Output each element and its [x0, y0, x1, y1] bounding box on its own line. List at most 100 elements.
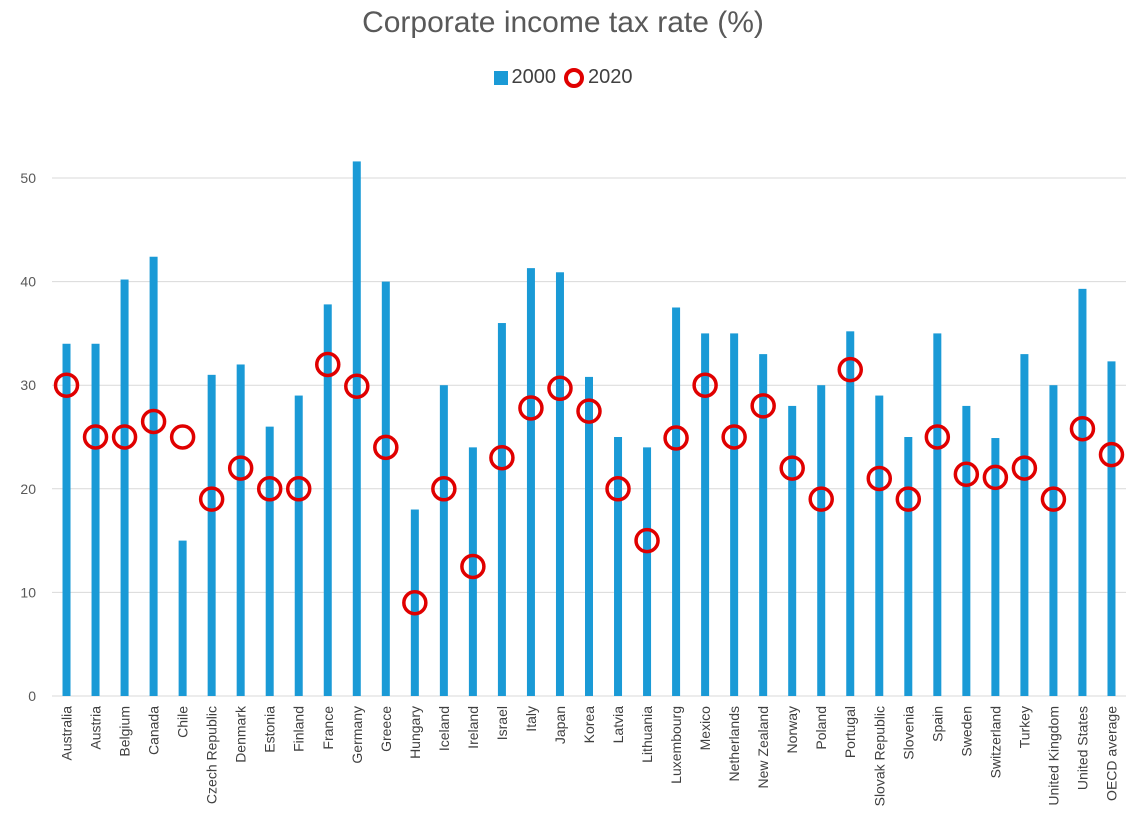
bar — [1020, 354, 1029, 696]
bar — [672, 307, 681, 696]
marker — [779, 455, 805, 481]
x-tick-label: Denmark — [233, 705, 249, 763]
x-tick-label: Luxembourg — [668, 706, 684, 784]
marker — [808, 486, 834, 512]
marker — [982, 464, 1009, 491]
marker — [663, 425, 689, 451]
marker — [402, 590, 428, 616]
marker — [518, 395, 544, 421]
x-tick-label: United States — [1074, 706, 1090, 790]
x-tick-label: Poland — [813, 706, 829, 750]
x-tick-label: OECD average — [1103, 706, 1119, 801]
bar — [91, 343, 100, 696]
x-tick-label: Mexico — [697, 706, 713, 751]
bar — [294, 395, 303, 696]
bar — [178, 540, 187, 696]
marker — [489, 444, 515, 471]
x-tick-label: Estonia — [262, 706, 278, 753]
marker — [1040, 486, 1067, 512]
legend-entry-2000: 2000 — [493, 66, 557, 89]
x-tick-label: Slovenia — [900, 706, 916, 760]
x-tick-label: Belgium — [117, 706, 133, 757]
marker — [169, 424, 196, 450]
x-tick-label: Lithuania — [639, 706, 655, 763]
marker — [111, 424, 138, 450]
bar — [730, 333, 739, 696]
bar — [991, 438, 1000, 696]
x-tick-label: New Zealand — [755, 706, 771, 789]
bar — [643, 447, 652, 696]
bar — [555, 272, 564, 696]
bar — [962, 405, 971, 696]
x-tick-label: Ireland — [465, 706, 481, 749]
y-tick-label: 0 — [28, 688, 36, 704]
legend-label-2000: 2000 — [511, 66, 557, 88]
x-tick-label: Italy — [523, 706, 539, 732]
bar — [236, 364, 245, 696]
marker — [924, 424, 951, 450]
x-tick-label: Czech Republic — [204, 706, 220, 804]
x-tick-label: Iceland — [436, 706, 452, 751]
x-tick-label: Sweden — [958, 706, 974, 757]
marker — [1069, 415, 1096, 442]
marker — [140, 408, 167, 435]
x-tick-label: Netherlands — [726, 706, 742, 782]
legend-ring-swatch — [564, 67, 584, 88]
bar — [62, 343, 71, 696]
x-tick-label: Japan — [552, 706, 568, 744]
marker — [344, 373, 370, 399]
bar — [265, 426, 274, 696]
bar — [701, 333, 710, 696]
bar — [759, 354, 768, 696]
marker — [634, 527, 660, 554]
bar — [904, 437, 913, 696]
bar — [1049, 385, 1058, 696]
marker — [227, 455, 254, 481]
marker — [837, 356, 863, 383]
bar — [439, 385, 448, 696]
x-tick-label: Norway — [784, 706, 800, 753]
marker — [1098, 441, 1125, 468]
x-tick-label: Slovak Republic — [871, 706, 887, 806]
marker — [82, 424, 109, 450]
marker — [721, 424, 747, 450]
bar — [788, 405, 797, 696]
x-tick-label: France — [320, 706, 336, 750]
marker — [866, 465, 893, 492]
y-tick-label: 40 — [20, 274, 36, 290]
marker — [576, 398, 602, 424]
x-tick-label: Australia — [59, 706, 75, 761]
x-tick-label: Germany — [349, 706, 365, 764]
marker — [953, 461, 980, 488]
x-tick-label: Canada — [146, 706, 162, 755]
y-tick-label: 50 — [20, 170, 36, 186]
legend: 2000 2020 — [0, 66, 1126, 89]
bar — [149, 256, 158, 696]
legend-label-2020: 2020 — [588, 66, 633, 88]
x-tick-label: Greece — [378, 706, 394, 752]
x-tick-label: Portugal — [842, 706, 858, 758]
marker — [198, 486, 225, 512]
legend-bar-swatch — [493, 70, 508, 85]
chart-title: Corporate income tax rate (%) — [362, 6, 764, 39]
bar — [352, 161, 361, 696]
marker — [431, 476, 457, 502]
marker — [895, 486, 922, 512]
y-tick-label: 20 — [20, 481, 36, 497]
bar — [614, 437, 623, 696]
marker — [1011, 455, 1038, 481]
bar — [933, 333, 942, 696]
x-tick-label: Finland — [291, 706, 307, 752]
y-tick-label: 10 — [20, 584, 36, 600]
bar — [817, 385, 826, 696]
x-tick-label: Switzerland — [987, 706, 1003, 778]
marker — [256, 476, 283, 502]
bar — [381, 281, 390, 696]
markers-2020 — [53, 351, 1125, 616]
x-tick-label: United Kingdom — [1045, 706, 1061, 806]
marker — [460, 553, 486, 580]
bar — [526, 268, 535, 696]
bar — [1078, 288, 1087, 696]
bar — [410, 509, 419, 696]
x-tick-label: Hungary — [407, 706, 423, 759]
